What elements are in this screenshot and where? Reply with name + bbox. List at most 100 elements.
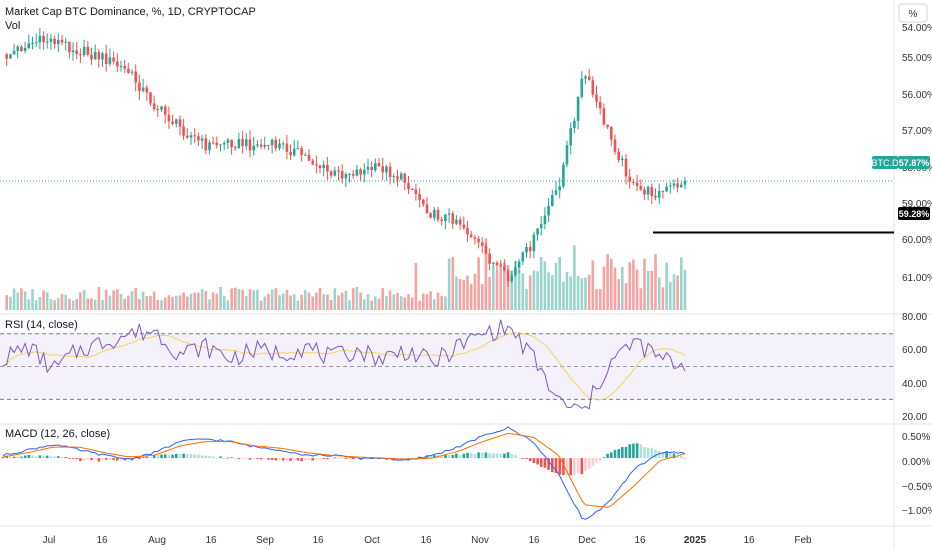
scale-mode-button[interactable] — [898, 3, 928, 23]
candle-body — [12, 51, 16, 55]
volume-bar — [134, 288, 137, 310]
candle — [252, 137, 255, 156]
macd-histogram-bar — [226, 457, 230, 459]
candle — [425, 197, 429, 214]
macd-tick: −1.00% — [902, 506, 932, 517]
macd-histogram-bar — [285, 458, 289, 461]
candle-body — [514, 267, 517, 276]
candle-body — [392, 176, 396, 178]
macd-tick: −0.50% — [902, 482, 932, 493]
macd-histogram-bar — [60, 457, 64, 458]
candle-body — [127, 68, 130, 73]
candle — [598, 96, 602, 115]
candle-body — [669, 185, 672, 187]
candle-body — [304, 154, 307, 156]
candle-body — [377, 163, 381, 167]
time-axis[interactable]: Jul 16 Aug 16 Sep 16 Oct 16 Nov 16 Dec 1… — [43, 535, 812, 546]
candle-body — [551, 195, 554, 206]
macd-histogram-bar — [576, 458, 580, 473]
candle — [64, 37, 67, 51]
candle-body — [565, 145, 569, 165]
macd-histogram-bar — [211, 456, 215, 459]
candle-body — [31, 42, 34, 44]
candle — [248, 130, 252, 158]
volume-bar — [646, 271, 650, 310]
macd-title: MACD (12, 26, close) — [5, 428, 110, 440]
candle — [613, 134, 617, 155]
candle — [676, 177, 679, 193]
time-tick: Nov — [471, 535, 489, 546]
candle-body — [256, 144, 259, 146]
candle-body — [101, 53, 104, 60]
candle-body — [606, 124, 609, 127]
symbol-badge-text: BTC.D — [872, 158, 900, 168]
candle-body — [613, 139, 617, 152]
candle — [16, 44, 20, 59]
volume-bar — [208, 299, 211, 310]
macd-histogram-bar — [669, 453, 672, 458]
candle-body — [521, 252, 525, 262]
macd-histogram-bar — [31, 455, 34, 459]
candle — [296, 140, 300, 150]
candle — [539, 216, 543, 236]
volume-bar — [429, 291, 432, 310]
candle — [156, 104, 160, 117]
rsi-pane[interactable]: 80.00 60.00 40.00 20.00 — [0, 312, 927, 423]
candle-body — [86, 46, 90, 55]
macd-histogram-bar — [315, 458, 318, 460]
volume-bar — [517, 269, 521, 310]
candle — [311, 158, 314, 166]
volume-bar — [93, 299, 97, 310]
volume-bar — [292, 294, 296, 310]
volume-bar — [333, 288, 337, 310]
candle-body — [403, 173, 407, 183]
macd-histogram-bar — [326, 458, 329, 460]
candle — [200, 134, 204, 150]
price-tick: 59.00% — [902, 199, 932, 210]
macd-histogram-bar — [329, 458, 333, 459]
macd-histogram-bar — [333, 457, 337, 459]
candle — [337, 166, 340, 181]
macd-histogram-bar — [68, 458, 71, 459]
candle — [326, 157, 329, 180]
macd-histogram-bar — [16, 457, 20, 459]
candle — [610, 126, 613, 147]
macd-histogram-bar — [1, 456, 5, 459]
rsi-line — [2, 319, 686, 410]
volume-bar — [38, 297, 42, 310]
candle — [399, 171, 403, 181]
candle-body — [381, 166, 384, 173]
candle-body — [163, 106, 167, 115]
macd-histogram-bar — [167, 455, 171, 459]
volume-bar — [355, 287, 359, 310]
rsi-tick: 40.00 — [902, 379, 927, 390]
volume-bar — [547, 272, 550, 310]
macd-histogram-bar — [160, 454, 163, 459]
candle — [672, 179, 676, 190]
candle-body — [440, 219, 443, 221]
macd-histogram-bar — [547, 458, 550, 470]
candle — [499, 259, 502, 267]
candle — [683, 177, 687, 190]
candle-body — [167, 114, 171, 122]
candle — [551, 189, 554, 207]
macd-histogram-bar — [304, 458, 307, 461]
price-tick: 55.00% — [902, 53, 932, 64]
macd-histogram-bar — [45, 455, 49, 459]
candle — [245, 133, 248, 151]
candle — [42, 31, 45, 50]
candle-body — [329, 171, 333, 176]
candle-body — [71, 50, 75, 53]
macd-histogram-bar — [296, 458, 300, 461]
volume-bar — [444, 296, 447, 310]
candle-body — [587, 76, 591, 81]
candle — [241, 130, 244, 154]
candle-body — [462, 224, 466, 228]
candle — [116, 53, 119, 72]
candle — [130, 69, 134, 76]
macd-pane[interactable]: 0.50% 0.00% −0.50% −1.00% — [1, 426, 932, 520]
candlestick-series[interactable] — [5, 28, 687, 287]
candle — [517, 259, 521, 274]
volume-bar — [119, 294, 123, 310]
